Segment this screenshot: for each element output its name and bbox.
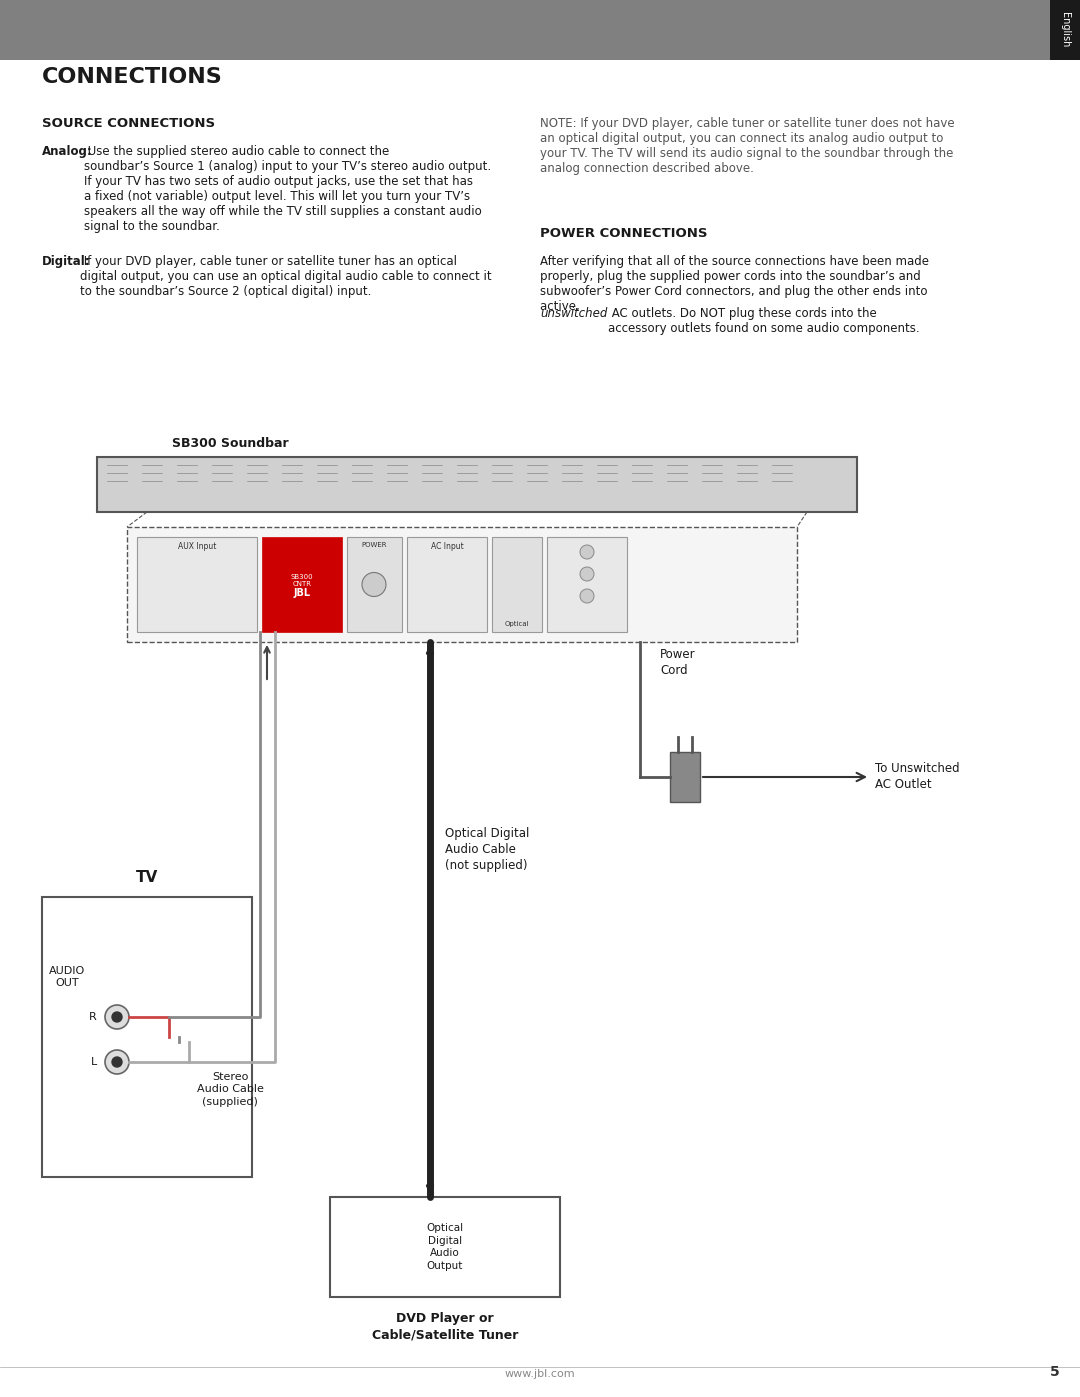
Bar — [407, 536, 487, 631]
Circle shape — [112, 1011, 122, 1023]
Text: POWER CONNECTIONS: POWER CONNECTIONS — [540, 226, 707, 240]
Bar — [42, 897, 252, 1178]
Text: AC Input: AC Input — [431, 542, 463, 550]
Text: After verifying that all of the source connections have been made
properly, plug: After verifying that all of the source c… — [540, 256, 929, 313]
Bar — [97, 457, 858, 511]
Text: L: L — [91, 1058, 97, 1067]
Text: Optical
Digital
Audio
Output: Optical Digital Audio Output — [427, 1224, 463, 1271]
Text: NOTE: If your DVD player, cable tuner or satellite tuner does not have
an optica: NOTE: If your DVD player, cable tuner or… — [540, 117, 955, 175]
Text: English: English — [1059, 13, 1070, 47]
Bar — [330, 1197, 561, 1296]
Bar — [347, 536, 402, 631]
Circle shape — [362, 573, 386, 597]
Bar — [670, 752, 700, 802]
Text: R: R — [90, 1011, 97, 1023]
Text: Digital:: Digital: — [42, 256, 91, 268]
Circle shape — [112, 1058, 122, 1067]
Text: If your DVD player, cable tuner or satellite tuner has an optical
digital output: If your DVD player, cable tuner or satel… — [80, 256, 491, 298]
Bar — [546, 536, 627, 631]
Text: Optical: Optical — [504, 622, 529, 627]
Text: To Unswitched
AC Outlet: To Unswitched AC Outlet — [875, 763, 960, 792]
Circle shape — [580, 590, 594, 604]
Bar — [0, 0, 1080, 60]
Text: JBL: JBL — [294, 588, 311, 598]
Text: Power
Cord: Power Cord — [660, 648, 696, 678]
Text: CONNECTIONS: CONNECTIONS — [42, 67, 222, 87]
Text: SB300
CNTR: SB300 CNTR — [291, 574, 313, 587]
Text: unswitched: unswitched — [540, 307, 607, 320]
Bar — [137, 536, 257, 631]
Text: SB300 Soundbar: SB300 Soundbar — [172, 437, 288, 450]
Text: Optical Digital
Audio Cable
(not supplied): Optical Digital Audio Cable (not supplie… — [445, 827, 529, 872]
Text: AUX Input: AUX Input — [178, 542, 216, 550]
Bar — [262, 536, 342, 631]
Bar — [1050, 0, 1080, 60]
Text: Use the supplied stereo audio cable to connect the
soundbar’s Source 1 (analog) : Use the supplied stereo audio cable to c… — [84, 145, 491, 233]
Text: SOURCE CONNECTIONS: SOURCE CONNECTIONS — [42, 117, 215, 130]
Circle shape — [105, 1051, 129, 1074]
Circle shape — [580, 567, 594, 581]
Text: www.jbl.com: www.jbl.com — [504, 1369, 576, 1379]
Text: 5: 5 — [1050, 1365, 1059, 1379]
Bar — [127, 527, 797, 643]
Circle shape — [580, 545, 594, 559]
Text: TV: TV — [136, 870, 158, 886]
Text: Analog:: Analog: — [42, 145, 93, 158]
Text: POWER: POWER — [361, 542, 387, 548]
Text: DVD Player or
Cable/Satellite Tuner: DVD Player or Cable/Satellite Tuner — [372, 1312, 518, 1341]
Text: AUDIO
OUT: AUDIO OUT — [49, 967, 85, 988]
Text: AC outlets. Do NOT plug these cords into the
accessory outlets found on some aud: AC outlets. Do NOT plug these cords into… — [608, 307, 920, 335]
Text: Stereo
Audio Cable
(supplied): Stereo Audio Cable (supplied) — [197, 1071, 264, 1106]
Circle shape — [105, 1004, 129, 1030]
Bar — [492, 536, 542, 631]
